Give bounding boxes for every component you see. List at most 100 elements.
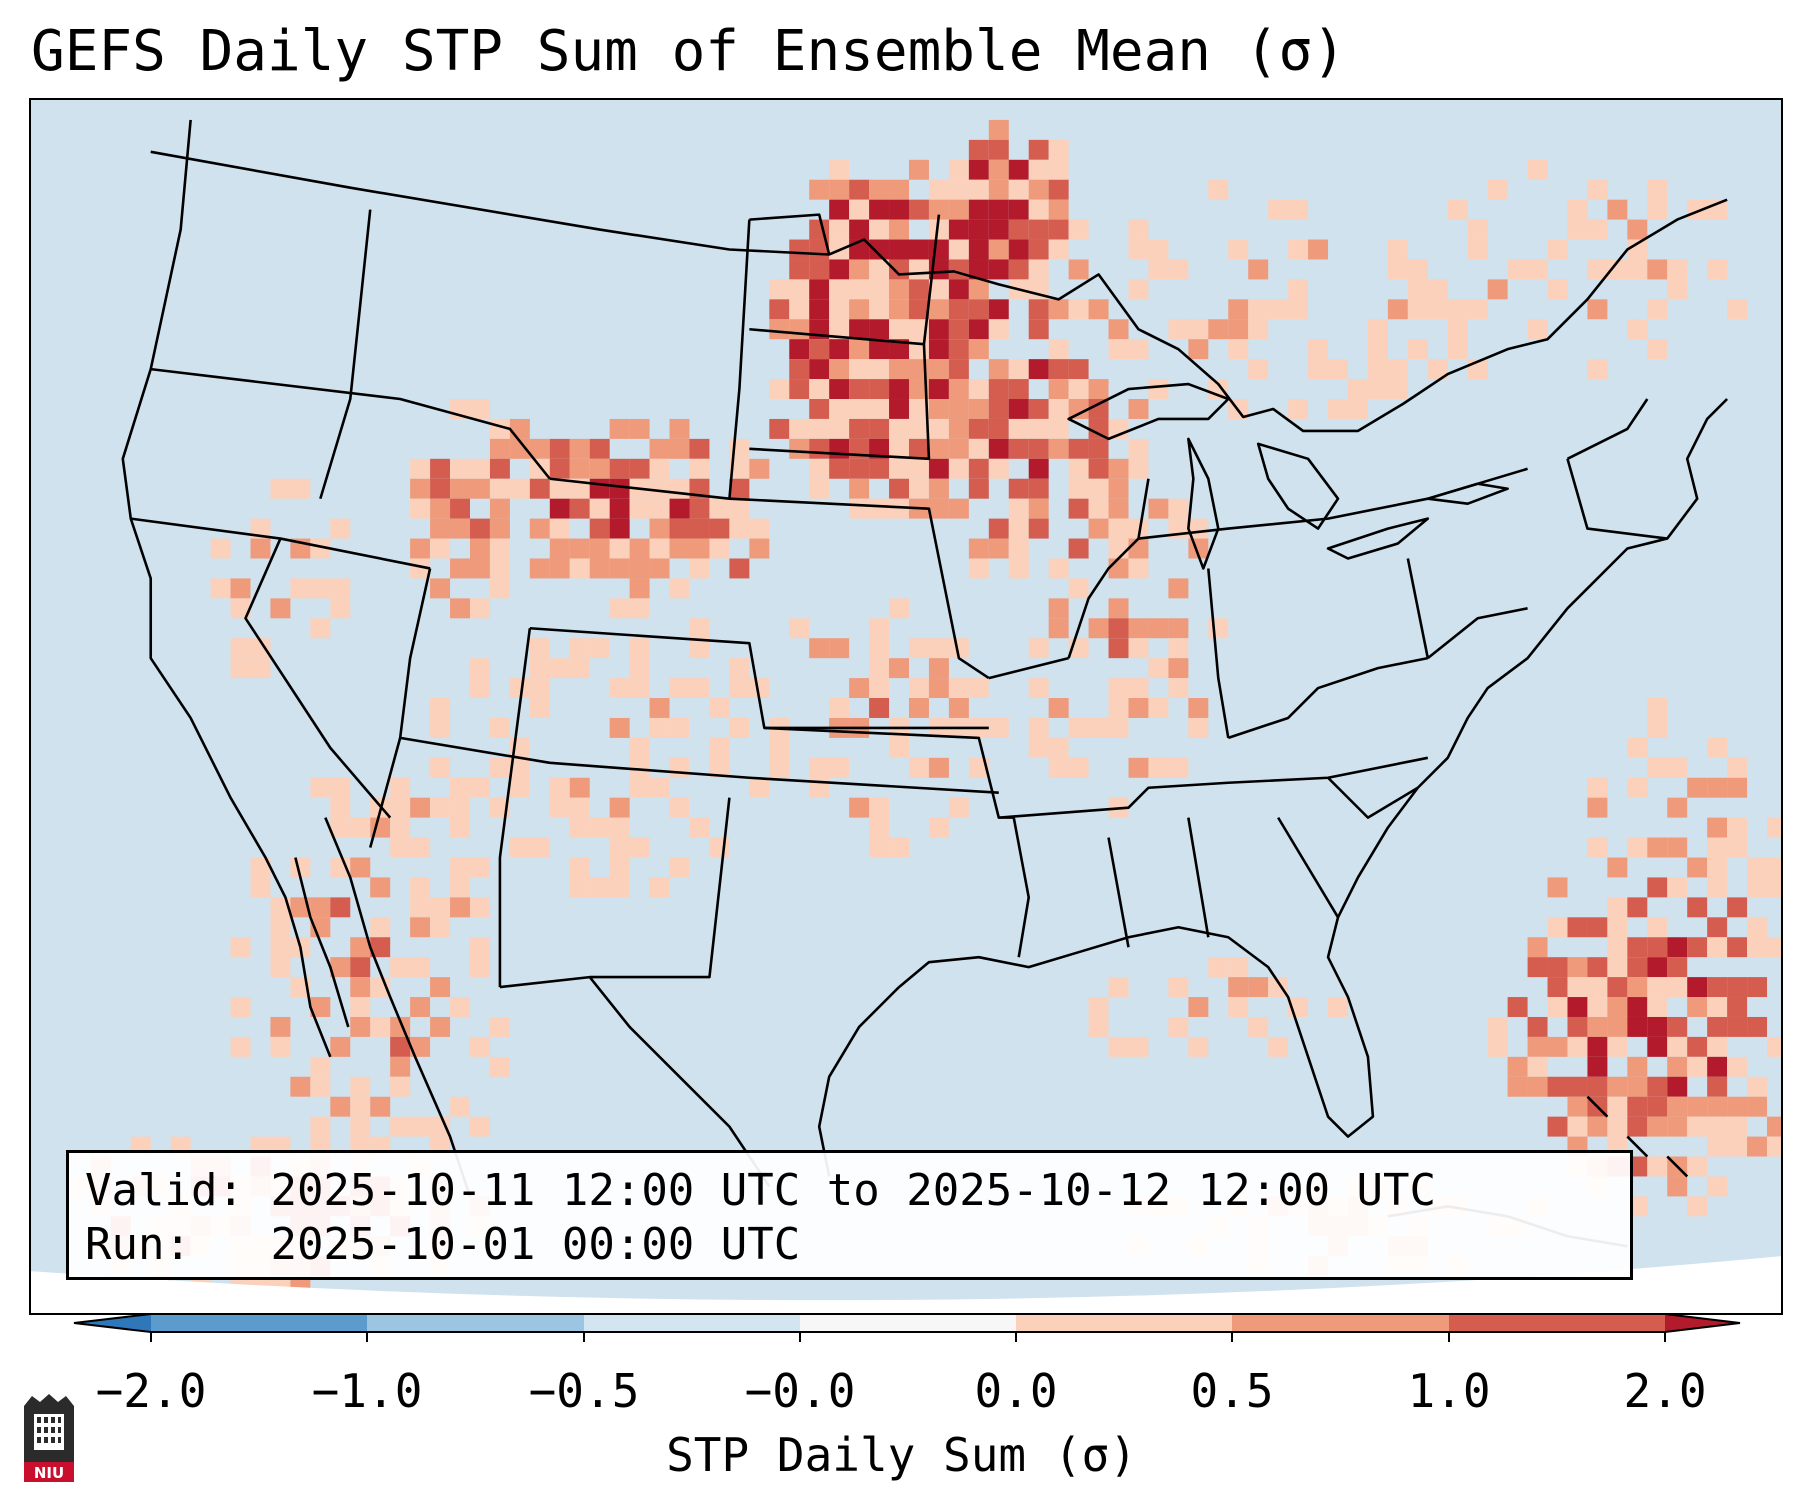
anomaly-cell <box>609 498 630 519</box>
anomaly-cell <box>809 438 830 459</box>
anomaly-cell <box>968 319 989 340</box>
anomaly-cell <box>450 518 470 539</box>
colorbar <box>0 1310 1803 1430</box>
anomaly-cell <box>669 438 690 459</box>
anomaly-cell <box>649 558 670 579</box>
anomaly-cell <box>1447 299 1468 320</box>
anomaly-cell <box>928 379 949 400</box>
anomaly-cell <box>849 458 870 479</box>
anomaly-cell <box>310 777 331 798</box>
anomaly-cell <box>1587 997 1608 1017</box>
lake-ontario <box>1426 482 1509 505</box>
anomaly-cell <box>1028 259 1049 280</box>
anomaly-cell <box>829 399 850 419</box>
anomaly-cell <box>1407 279 1428 300</box>
anomaly-cell <box>1248 359 1269 380</box>
valid-label: Valid: <box>85 1165 244 1216</box>
anomaly-cell <box>489 478 510 499</box>
anomaly-cell <box>350 817 371 838</box>
anomaly-cell <box>1048 698 1069 718</box>
anomaly-cell <box>1667 259 1688 280</box>
anomaly-cell <box>948 399 969 419</box>
anomaly-cell <box>310 1076 331 1097</box>
anomaly-cell <box>988 299 1009 320</box>
anomaly-cell <box>948 498 969 519</box>
anomaly-cell <box>889 379 909 400</box>
anomaly-cell <box>1048 618 1069 639</box>
anomaly-cell <box>1567 997 1588 1017</box>
anomaly-cell <box>509 478 530 499</box>
anomaly-cell <box>1048 438 1069 459</box>
anomaly-cell <box>390 1076 411 1097</box>
anomaly-cell <box>1627 897 1648 918</box>
anomaly-cell <box>1747 1096 1768 1117</box>
anomaly-cell <box>1228 299 1249 320</box>
anomaly-cell <box>1387 379 1408 400</box>
anomaly-cell <box>1687 937 1708 958</box>
anomaly-cell <box>928 319 949 340</box>
anomaly-cell <box>1547 957 1568 978</box>
anomaly-cell <box>1008 498 1029 519</box>
anomaly-cell <box>869 658 890 679</box>
anomaly-cell <box>709 498 730 519</box>
canada-us-border <box>150 150 1728 433</box>
anomaly-cell <box>789 339 810 360</box>
anomaly-cell <box>1148 259 1169 280</box>
anomaly-cell <box>489 1016 510 1037</box>
anomaly-cell <box>829 339 850 360</box>
anomaly-cell <box>1108 538 1129 559</box>
anomaly-cell <box>1587 259 1608 280</box>
anomaly-cell <box>390 1116 411 1137</box>
anomaly-cell <box>809 638 830 659</box>
anomaly-cell <box>1407 259 1428 280</box>
anomaly-cell <box>889 179 909 200</box>
anomaly-cell <box>1148 239 1169 260</box>
anomaly-cell <box>1308 339 1329 360</box>
anomaly-cell <box>1248 259 1269 280</box>
colorbar-label: STP Daily Sum (σ) <box>666 1428 1137 1482</box>
anomaly-cell <box>869 618 890 639</box>
anomaly-cell <box>948 339 969 360</box>
anomaly-cell <box>1627 1016 1648 1037</box>
anomaly-cell <box>948 698 969 718</box>
anomaly-cell <box>589 638 610 659</box>
anomaly-cell <box>869 239 890 260</box>
anomaly-cell <box>569 857 590 878</box>
anomaly-cell <box>869 259 890 280</box>
anomaly-cell <box>1747 1076 1768 1097</box>
anomaly-cell <box>1627 737 1648 758</box>
anomaly-cell <box>489 458 510 479</box>
anomaly-cell <box>928 438 949 459</box>
anomaly-cell <box>1727 777 1748 798</box>
anomaly-cell <box>789 618 810 639</box>
anomaly-cell <box>709 518 730 539</box>
anomaly-cell <box>370 917 391 938</box>
anomaly-cell <box>1367 379 1388 400</box>
anomaly-cell <box>270 917 291 938</box>
anomaly-cell <box>330 797 351 818</box>
anomaly-cell <box>1667 1096 1688 1117</box>
anomaly-cell <box>948 359 969 380</box>
anomaly-cell <box>1208 179 1229 200</box>
anomaly-cell <box>988 179 1009 200</box>
anomaly-cell <box>1607 199 1628 220</box>
anomaly-cell <box>489 558 510 579</box>
anomaly-cell <box>549 797 570 818</box>
anomaly-cell <box>1108 977 1129 998</box>
anomaly-cell <box>1607 1036 1628 1057</box>
anomaly-cell <box>1687 1156 1708 1177</box>
colorbar-tick: 0.5 <box>1190 1364 1274 1418</box>
anomaly-cell <box>1128 219 1149 240</box>
anomaly-cell <box>1447 339 1468 360</box>
anomaly-cell <box>968 678 989 699</box>
anomaly-cell <box>270 478 291 499</box>
anomaly-cell <box>849 199 870 220</box>
anomaly-cell <box>689 438 710 459</box>
anomaly-cell <box>629 578 650 599</box>
anomaly-cell <box>469 518 490 539</box>
anomaly-cell <box>1248 299 1269 320</box>
anomaly-cell <box>689 538 710 559</box>
anomaly-cell <box>450 478 470 499</box>
anomaly-cell <box>1128 638 1149 659</box>
anomaly-cell <box>988 259 1009 280</box>
